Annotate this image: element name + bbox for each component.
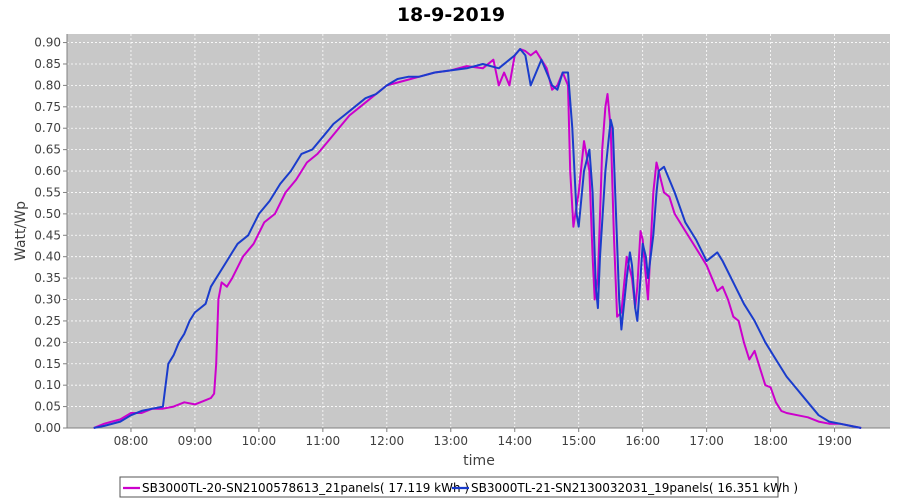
- y-tick-label: 0.15: [34, 357, 61, 371]
- y-axis-label: Watt/Wp: [13, 201, 29, 261]
- legend: SB3000TL-20-SN2100578613_21panels( 17.11…: [119, 476, 798, 498]
- x-tick-label: 14:00: [497, 434, 532, 448]
- series-line-2: [93, 48, 862, 429]
- axes: [66, 34, 890, 429]
- y-tick-label: 0.50: [34, 207, 61, 221]
- y-tick-label: 0.05: [34, 400, 61, 414]
- y-tick-label: 0.80: [34, 78, 61, 92]
- x-tick-label: 13:00: [433, 434, 468, 448]
- y-tick-label: 0.65: [34, 143, 61, 157]
- x-axis-label: time: [463, 453, 495, 469]
- chart-title: 18-9-2019: [397, 4, 505, 26]
- gridlines: [67, 34, 890, 429]
- y-tick-label: 0.10: [34, 378, 61, 392]
- legend-label-series-1: SB3000TL-20-SN2100578613_21panels( 17.11…: [142, 481, 469, 495]
- x-tick-label: 16:00: [625, 434, 660, 448]
- y-tick-label: 0.45: [34, 228, 61, 242]
- x-tick-label: 15:00: [561, 434, 596, 448]
- x-tick-label: 11:00: [306, 434, 341, 448]
- y-tick-label: 0.35: [34, 271, 61, 285]
- y-tick-label: 0.40: [34, 250, 61, 264]
- x-tick-label: 08:00: [114, 434, 149, 448]
- series-line-1: [93, 48, 862, 429]
- x-tick-label: 17:00: [689, 434, 724, 448]
- x-axis-ticks: 08:00 09:00 10:00 11:00 12:00 13:00 14:00 15:00…: [114, 428, 852, 448]
- x-tick-label: 12:00: [370, 434, 405, 448]
- series-group: [93, 48, 862, 429]
- x-tick-label: 09:00: [178, 434, 213, 448]
- x-tick-label: 18:00: [753, 434, 788, 448]
- y-tick-label: 0.00: [34, 421, 61, 435]
- plot-area: [67, 34, 890, 428]
- y-tick-label: 0.20: [34, 335, 61, 349]
- y-tick-label: 0.55: [34, 185, 61, 199]
- x-tick-label: 10:00: [242, 434, 277, 448]
- y-tick-label: 0.85: [34, 57, 61, 71]
- legend-box: [119, 476, 779, 498]
- y-tick-label: 0.90: [34, 36, 61, 50]
- y-tick-label: 0.60: [34, 164, 61, 178]
- y-tick-label: 0.70: [34, 121, 61, 135]
- x-tick-label: 19:00: [817, 434, 852, 448]
- y-axis-ticks: 0.00 0.05 0.10 0.15 0.20 0.25 0.30 0.35 0.40 0.45…: [34, 36, 67, 435]
- y-tick-label: 0.30: [34, 293, 61, 307]
- y-tick-label: 0.25: [34, 314, 61, 328]
- y-tick-label: 0.75: [34, 100, 61, 114]
- legend-label-series-2: SB3000TL-21-SN2130032031_19panels( 16.35…: [471, 481, 798, 495]
